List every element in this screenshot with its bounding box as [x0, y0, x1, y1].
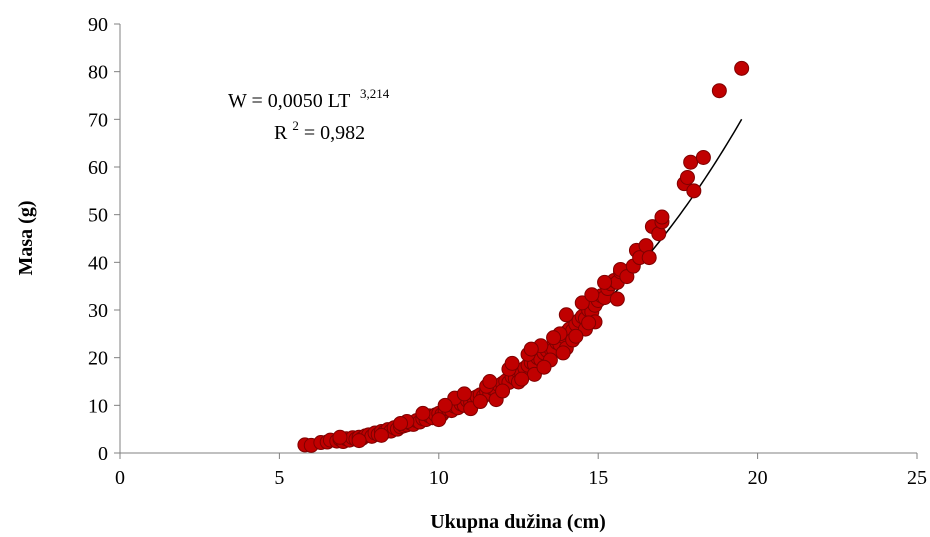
data-point: [482, 374, 498, 389]
data-point: [679, 169, 695, 185]
y-tick-label: 20: [88, 348, 108, 370]
x-tick-label: 10: [429, 467, 449, 489]
y-tick-label: 90: [88, 14, 108, 36]
x-axis-title: Ukupna dužina (cm): [430, 511, 606, 533]
axes: [114, 23, 918, 459]
data-points: [297, 60, 750, 453]
data-point: [495, 383, 511, 399]
data-point: [641, 250, 657, 266]
data-point: [437, 397, 453, 413]
x-tick-label: 20: [748, 467, 768, 489]
data-point: [654, 209, 670, 225]
data-point: [597, 274, 613, 290]
y-tick-label: 70: [88, 109, 108, 131]
y-tick-label: 60: [88, 157, 108, 179]
data-point: [536, 359, 552, 375]
data-point: [332, 429, 348, 445]
data-point: [686, 183, 702, 199]
r-squared-label: R 2 = 0,982: [274, 113, 365, 144]
data-point: [504, 355, 520, 371]
r-squared-sup: 2: [292, 118, 299, 133]
data-point: [711, 83, 727, 99]
data-point: [472, 394, 488, 410]
y-axis-title: Masa (g): [15, 201, 37, 276]
x-tick-label: 25: [907, 467, 927, 489]
y-tick-label: 0: [98, 443, 108, 465]
tick-labels: 0 10 20 30 40 50 60 70 80 90 0 5 10 15 20 25: [88, 14, 927, 489]
data-point: [373, 427, 389, 443]
data-point: [581, 315, 597, 331]
data-point: [351, 433, 367, 449]
r-squared-value: = 0,982: [304, 122, 365, 144]
x-tick-label: 15: [588, 467, 608, 489]
data-point: [695, 149, 711, 165]
data-point: [683, 154, 699, 170]
trendline-layer: [304, 118, 743, 447]
y-tick-label: 50: [88, 205, 108, 227]
data-point: [523, 341, 539, 357]
trendline-exponent: 3,214: [360, 86, 390, 101]
data-point: [558, 307, 574, 323]
data-point: [568, 328, 584, 344]
data-point: [555, 345, 571, 361]
y-tick-label: 40: [88, 252, 108, 274]
y-tick-label: 30: [88, 300, 108, 322]
x-tick-label: 5: [274, 467, 284, 489]
x-tick-label: 0: [115, 467, 125, 489]
data-point: [609, 291, 625, 307]
data-point: [514, 371, 530, 387]
data-point: [546, 330, 562, 346]
data-point: [393, 415, 409, 431]
data-point: [734, 60, 750, 76]
data-point: [415, 405, 431, 421]
y-tick-label: 10: [88, 395, 108, 417]
trendline-curve: [304, 118, 743, 447]
data-point: [584, 287, 600, 303]
trendline-equation: W = 0,0050 LT 3,214: [228, 86, 390, 112]
data-point: [431, 412, 447, 428]
data-point: [574, 295, 590, 311]
data-point: [456, 386, 472, 402]
y-tick-label: 80: [88, 62, 108, 84]
